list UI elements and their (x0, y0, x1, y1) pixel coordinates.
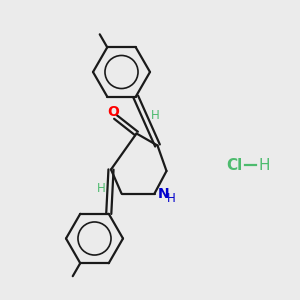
Text: H: H (151, 109, 159, 122)
Text: H: H (97, 182, 105, 195)
Text: N: N (158, 187, 169, 200)
Text: H: H (167, 192, 176, 206)
Text: O: O (107, 105, 119, 118)
Text: H: H (258, 158, 270, 172)
Text: Cl: Cl (226, 158, 242, 172)
